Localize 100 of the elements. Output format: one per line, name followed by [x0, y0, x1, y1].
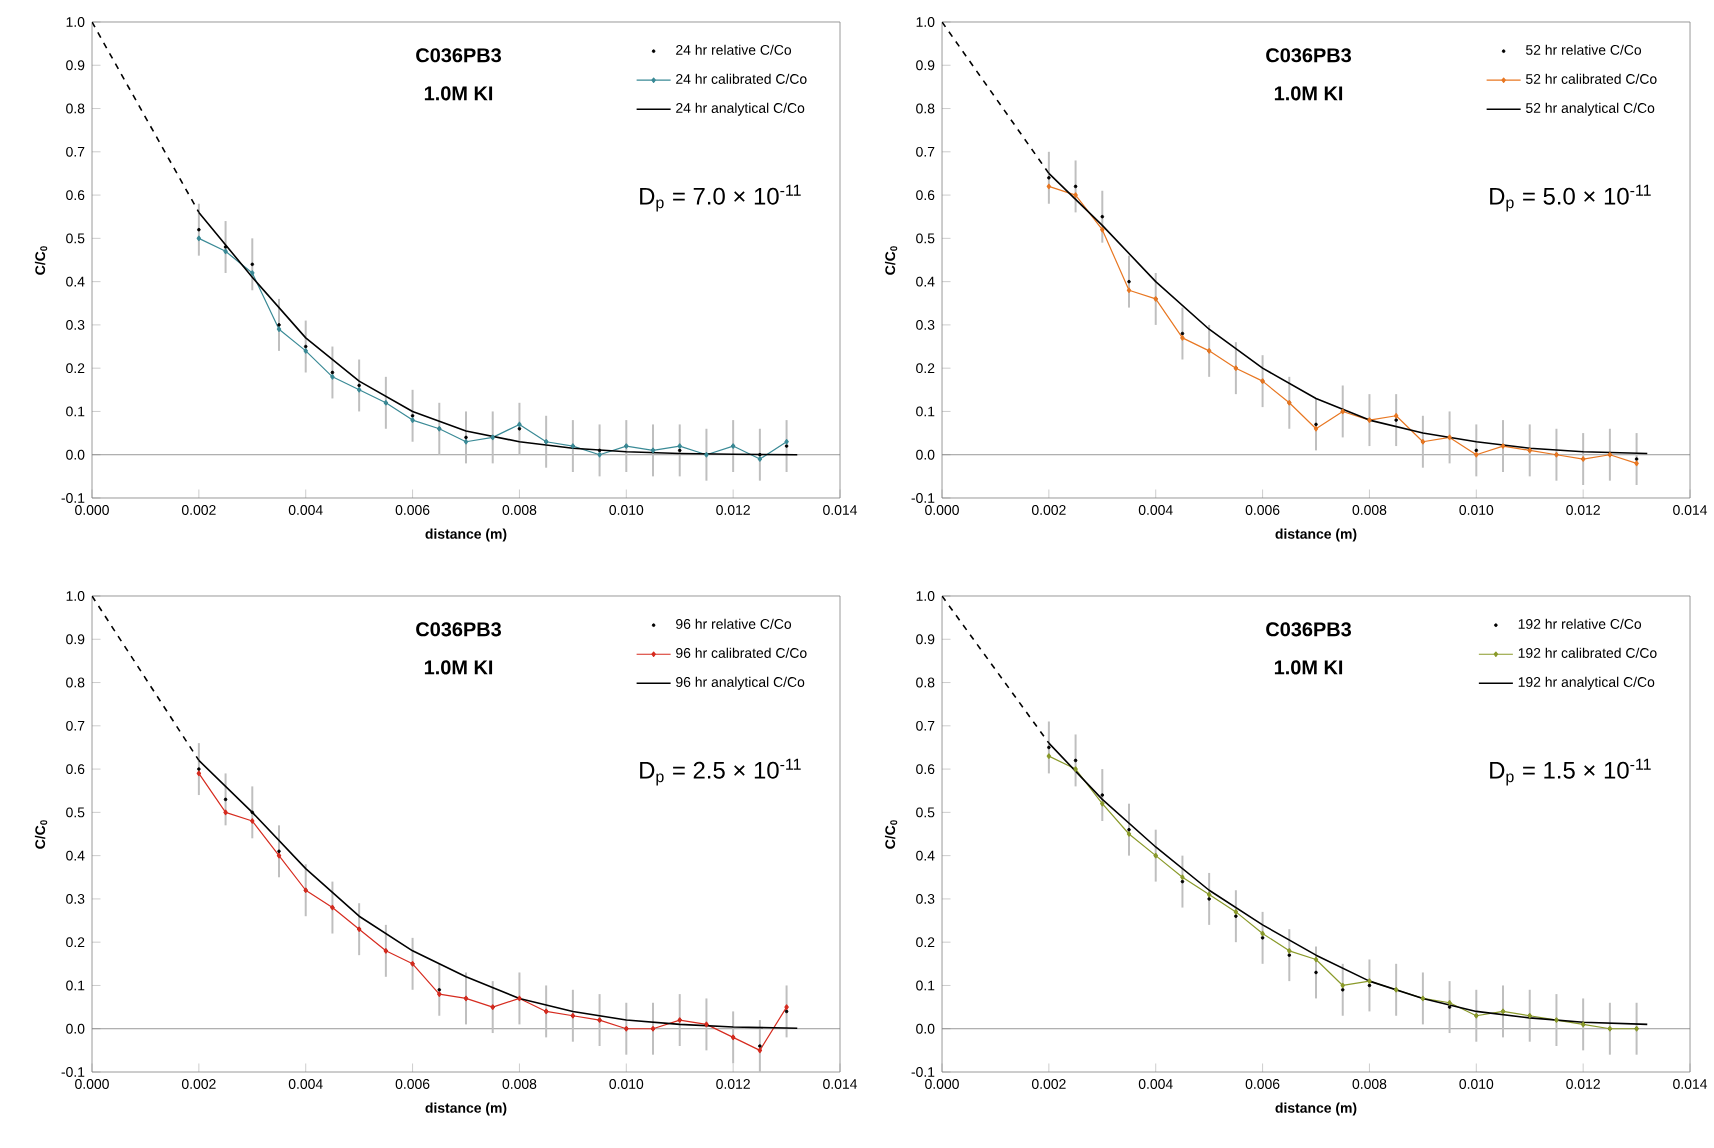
legend-label: 52 hr calibrated C/Co	[1525, 73, 1657, 84]
legend-label: 24 hr calibrated C/Co	[676, 73, 807, 84]
x-tick-label: 0.004	[1138, 505, 1173, 515]
y-tick-label: 0.2	[916, 937, 935, 948]
y-tick-label: 0.7	[66, 720, 85, 731]
point	[1367, 983, 1372, 988]
x-tick-label: 0.004	[288, 1079, 323, 1089]
x-axis-title: distance (m)	[425, 528, 507, 542]
y-tick-label: 0.3	[916, 319, 935, 330]
x-tick-label: 0.006	[395, 505, 430, 515]
point	[757, 456, 763, 462]
y-tick-label: 0.2	[66, 937, 85, 948]
y-tick-label: 0.5	[916, 233, 935, 244]
y-tick-label: 0.0	[66, 1023, 85, 1034]
point	[303, 344, 308, 349]
point	[517, 421, 522, 428]
annotation: D$_{p}$ = 7.0 × 10$^{-11}$	[640, 184, 801, 212]
point	[1367, 978, 1372, 984]
point	[597, 451, 602, 458]
point	[277, 849, 281, 854]
point	[758, 1044, 762, 1048]
x-tick-label: 0.010	[609, 505, 644, 515]
point	[1126, 287, 1132, 294]
x-tick-label: 0.000	[75, 1079, 109, 1089]
x-tick-label: 0.014	[823, 1079, 858, 1089]
point	[1394, 418, 1398, 422]
point	[1073, 184, 1078, 189]
legend-label: 96 hr analytical C/Co	[676, 676, 805, 690]
point	[223, 797, 228, 802]
point	[330, 374, 335, 380]
legend-label: 24 hr relative C/Co	[676, 44, 792, 55]
legend-label: 96 hr relative C/Co	[676, 618, 792, 629]
point	[1393, 412, 1399, 419]
point	[1287, 948, 1292, 954]
legend-label: 96 hr calibrated C/Co	[676, 647, 807, 658]
annotation: D$_{p}$ = 2.5 × 10$^{-11}$	[640, 758, 801, 786]
annotation: C036PB3	[1266, 48, 1352, 63]
y-tick-label: 1.0	[916, 591, 935, 601]
y-tick-label: 0.3	[66, 319, 85, 330]
point	[1180, 879, 1185, 884]
y-tick-label: 0.7	[916, 720, 935, 731]
point	[357, 383, 361, 388]
x-tick-label: 0.002	[181, 1079, 216, 1089]
point	[784, 1009, 789, 1014]
y-tick-label: 0.6	[916, 190, 935, 201]
x-tick-label: 0.010	[1459, 505, 1494, 515]
annotation: C036PB3	[416, 48, 501, 63]
point	[677, 443, 682, 449]
y-tick-label: 1.0	[66, 17, 85, 27]
point	[784, 438, 789, 445]
point	[356, 387, 362, 393]
point	[1073, 192, 1078, 198]
x-tick-label: 0.000	[925, 1079, 959, 1089]
annotation: D$_{p}$ = 5.0 × 10$^{-11}$	[1490, 184, 1651, 212]
point	[1314, 970, 1318, 975]
x-tick-label: 0.014	[1673, 505, 1708, 515]
y-tick-label: 0.8	[916, 677, 935, 688]
point	[1047, 175, 1051, 180]
point	[223, 809, 228, 816]
annotation: 1.0M KI	[424, 660, 493, 675]
x-tick-label: 0.000	[925, 505, 959, 515]
x-tick-label: 0.002	[181, 505, 216, 515]
point	[330, 370, 335, 375]
y-tick-label: 0.9	[66, 60, 85, 71]
x-tick-label: 0.012	[716, 1079, 750, 1089]
point	[757, 1047, 763, 1054]
point	[250, 270, 255, 276]
x-tick-label: 0.008	[1352, 505, 1387, 515]
x-tick-label: 0.006	[1245, 1079, 1280, 1089]
y-tick-label: 0.8	[66, 103, 85, 114]
point	[1313, 956, 1319, 963]
point	[410, 413, 415, 418]
legend-label: 24 hr analytical C/Co	[676, 102, 805, 116]
legend-label: 192 hr analytical C/Co	[1518, 676, 1655, 690]
point	[1634, 457, 1639, 461]
y-tick-label: 0.4	[916, 850, 935, 861]
point	[597, 448, 602, 453]
y-tick-label: 0.2	[66, 363, 85, 374]
y-tick-label: 0.1	[916, 980, 935, 991]
y-tick-label: 0.8	[916, 103, 935, 114]
point	[463, 438, 469, 445]
y-tick-label: 0.0	[66, 449, 85, 460]
y-axis-title: C/C$_{0}$	[34, 820, 48, 849]
point	[1233, 909, 1239, 915]
y-tick-label: -0.1	[911, 1067, 935, 1077]
point	[223, 248, 228, 255]
x-tick-label: 0.012	[1566, 1079, 1600, 1089]
x-tick-label: 0.008	[502, 1079, 537, 1089]
point	[784, 1004, 789, 1010]
point	[1206, 891, 1212, 898]
point	[1046, 753, 1052, 759]
y-tick-label: 0.4	[916, 276, 935, 287]
point	[196, 770, 202, 777]
x-tick-label: 0.014	[1673, 1079, 1708, 1089]
point	[437, 991, 442, 997]
legend-label: 52 hr analytical C/Co	[1525, 102, 1655, 116]
point	[1180, 335, 1185, 341]
point	[250, 810, 255, 815]
y-tick-label: -0.1	[61, 493, 85, 503]
y-tick-label: 0.9	[66, 634, 85, 645]
